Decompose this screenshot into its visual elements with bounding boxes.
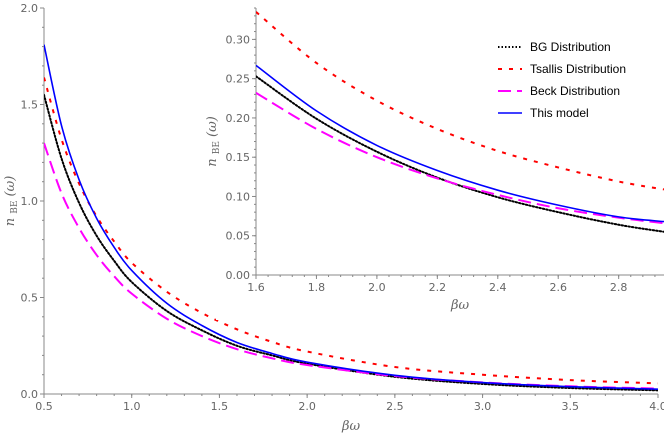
main-x-axis-label: βω xyxy=(341,419,361,434)
inset-background xyxy=(216,0,664,320)
main-y-axis-label-base: n xyxy=(3,218,18,226)
inset-y-axis-label: n BE (ω) xyxy=(205,116,223,167)
inset-y-axis-label-arg: (ω) xyxy=(205,116,220,137)
main-x-tick-label: 4.0 xyxy=(649,400,664,413)
inset-y-tick-label: 0.05 xyxy=(226,230,251,243)
inset-x-tick-label: 2.8 xyxy=(610,281,628,294)
inset-x-tick-label: 1.6 xyxy=(247,281,265,294)
inset-y-axis-label-sub: BE xyxy=(212,141,222,154)
inset-series-beck-distribution xyxy=(256,91,664,225)
inset-y-tick-label: 0.25 xyxy=(226,73,251,86)
inset-axes: 1.6 1.8 2.0 2.2 2.4 2.6 2.8 0.00 0.05 0.10 0.15 0.2… xyxy=(226,7,664,294)
main-y-axis-label: n BE (ω) xyxy=(3,176,21,227)
main-series-this-model xyxy=(44,44,658,390)
inset-y-tick-label: 0.10 xyxy=(226,190,251,203)
legend-label-this-model: This model xyxy=(530,106,589,120)
inset-series-this-model xyxy=(256,64,664,223)
main-x-tick-label: 2.5 xyxy=(386,400,404,413)
inset-x-tick-label: 2.0 xyxy=(368,281,386,294)
inset-series-group xyxy=(256,11,664,233)
main-y-axis-label-sub: BE xyxy=(10,201,20,214)
inset-x-tick-label: 2.6 xyxy=(549,281,567,294)
main-x-tick-label: 3.0 xyxy=(474,400,492,413)
main-series-group xyxy=(44,44,658,392)
inset-series-tsallis-distribution xyxy=(256,11,664,191)
main-y-tick-label: 0.5 xyxy=(21,292,39,305)
main-y-tick-label: 1.5 xyxy=(21,99,39,112)
legend: BG Distribution Tsallis Distribution Beck … xyxy=(498,40,626,120)
main-series-bg-distribution xyxy=(44,93,658,392)
main-series-tsallis-distribution xyxy=(44,77,658,385)
main-x-tick-label: 1.5 xyxy=(211,400,229,413)
inset-y-tick-label: 0.00 xyxy=(226,269,251,282)
main-y-tick-label: 0.0 xyxy=(21,388,39,401)
main-y-axis-label-arg: (ω) xyxy=(3,176,18,197)
legend-label-tsallis-distribution: Tsallis Distribution xyxy=(530,62,626,76)
inset-y-tick-label: 0.30 xyxy=(226,33,251,46)
inset-plot: 1.6 1.8 2.0 2.2 2.4 2.6 2.8 0.00 0.05 0.10 0.15 0.2… xyxy=(205,0,664,320)
main-y-tick-label: 2.0 xyxy=(21,2,39,15)
inset-y-axis-label-base: n xyxy=(205,158,220,166)
legend-label-beck-distribution: Beck Distribution xyxy=(530,84,620,98)
main-x-tick-label: 2.0 xyxy=(298,400,316,413)
main-x-tick-label: 0.5 xyxy=(35,400,53,413)
legend-label-bg-distribution: BG Distribution xyxy=(530,40,611,54)
inset-y-tick-label: 0.20 xyxy=(226,112,251,125)
inset-x-tick-label: 1.8 xyxy=(308,281,326,294)
main-axes: 0.5 1.0 1.5 2.0 2.5 3.0 3.5 4.00.00.51.01.52.0 xyxy=(21,2,664,413)
inset-x-tick-label: 2.2 xyxy=(429,281,447,294)
main-plot: 0.5 1.0 1.5 2.0 2.5 3.0 3.5 4.00.00.51.01.52.0 … xyxy=(3,2,664,434)
inset-x-axis-label: βω xyxy=(450,298,470,313)
inset-x-tick-label: 2.4 xyxy=(489,281,507,294)
inset-y-tick-label: 0.15 xyxy=(226,151,251,164)
main-y-tick-label: 1.0 xyxy=(21,195,39,208)
main-x-tick-label: 3.5 xyxy=(562,400,580,413)
main-x-tick-label: 1.0 xyxy=(123,400,141,413)
